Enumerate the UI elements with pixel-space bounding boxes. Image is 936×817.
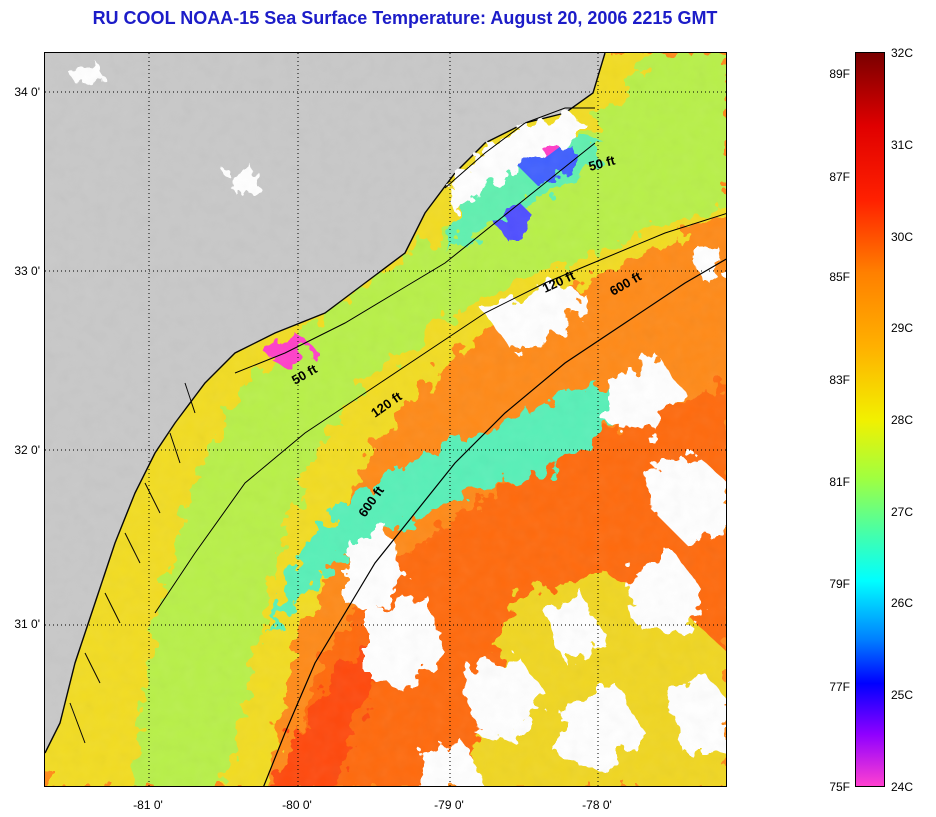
- colorbar-label-85f: 85F: [829, 270, 850, 284]
- colorbar-label-79f: 79F: [829, 577, 850, 591]
- lon-label-79: -79 0': [434, 798, 464, 812]
- contour-50ft: [234, 142, 596, 374]
- contour-120ft: [154, 213, 726, 614]
- colorbar-label-24c: 24C: [891, 780, 914, 794]
- sst-texture: [45, 53, 726, 786]
- temperature-colorbar: [855, 52, 885, 787]
- colorbar-label-81f: 81F: [829, 475, 850, 489]
- colorbar-label-77f: 77F: [829, 680, 850, 694]
- colorbar-label-87f: 87F: [829, 170, 850, 184]
- colorbar-label-27c: 27C: [891, 505, 914, 519]
- lon-label-80: -80 0': [282, 798, 312, 812]
- colorbar-label-29c: 29C: [891, 321, 914, 335]
- contour-600ft: [263, 258, 726, 786]
- lon-label-78: -78 0': [582, 798, 612, 812]
- colorbar-label-30c: 30C: [891, 230, 914, 244]
- colorbar-label-26c: 26C: [891, 596, 914, 610]
- colorbar-label-75f: 75F: [829, 780, 850, 794]
- depth-label-50ft-north: 50 ft: [587, 152, 617, 174]
- colorbar-label-31c: 31C: [891, 138, 914, 152]
- colorbar-label-25c: 25C: [891, 688, 914, 702]
- map-title: RU COOL NOAA-15 Sea Surface Temperature:…: [92, 8, 718, 28]
- sst-map-canvas: 50 ft 50 ft 120 ft 120 ft 600 ft 600 ft: [45, 53, 726, 786]
- lat-label-31: 31 0': [14, 617, 40, 631]
- lat-label-33: 33 0': [14, 264, 40, 278]
- graticule: [45, 53, 726, 786]
- colorbar-label-28c: 28C: [891, 413, 914, 427]
- lon-label-81: -81 0': [133, 798, 163, 812]
- sst-map: 50 ft 50 ft 120 ft 120 ft 600 ft 600 ft: [44, 52, 727, 787]
- contour-50ft-north: [444, 107, 595, 189]
- colorbar-label-89f: 89F: [829, 67, 850, 81]
- colorbar-label-32c: 32C: [891, 46, 914, 60]
- lat-label-34: 34 0': [14, 85, 40, 99]
- colorbar-label-83f: 83F: [829, 373, 850, 387]
- lat-label-32: 32 0': [14, 443, 40, 457]
